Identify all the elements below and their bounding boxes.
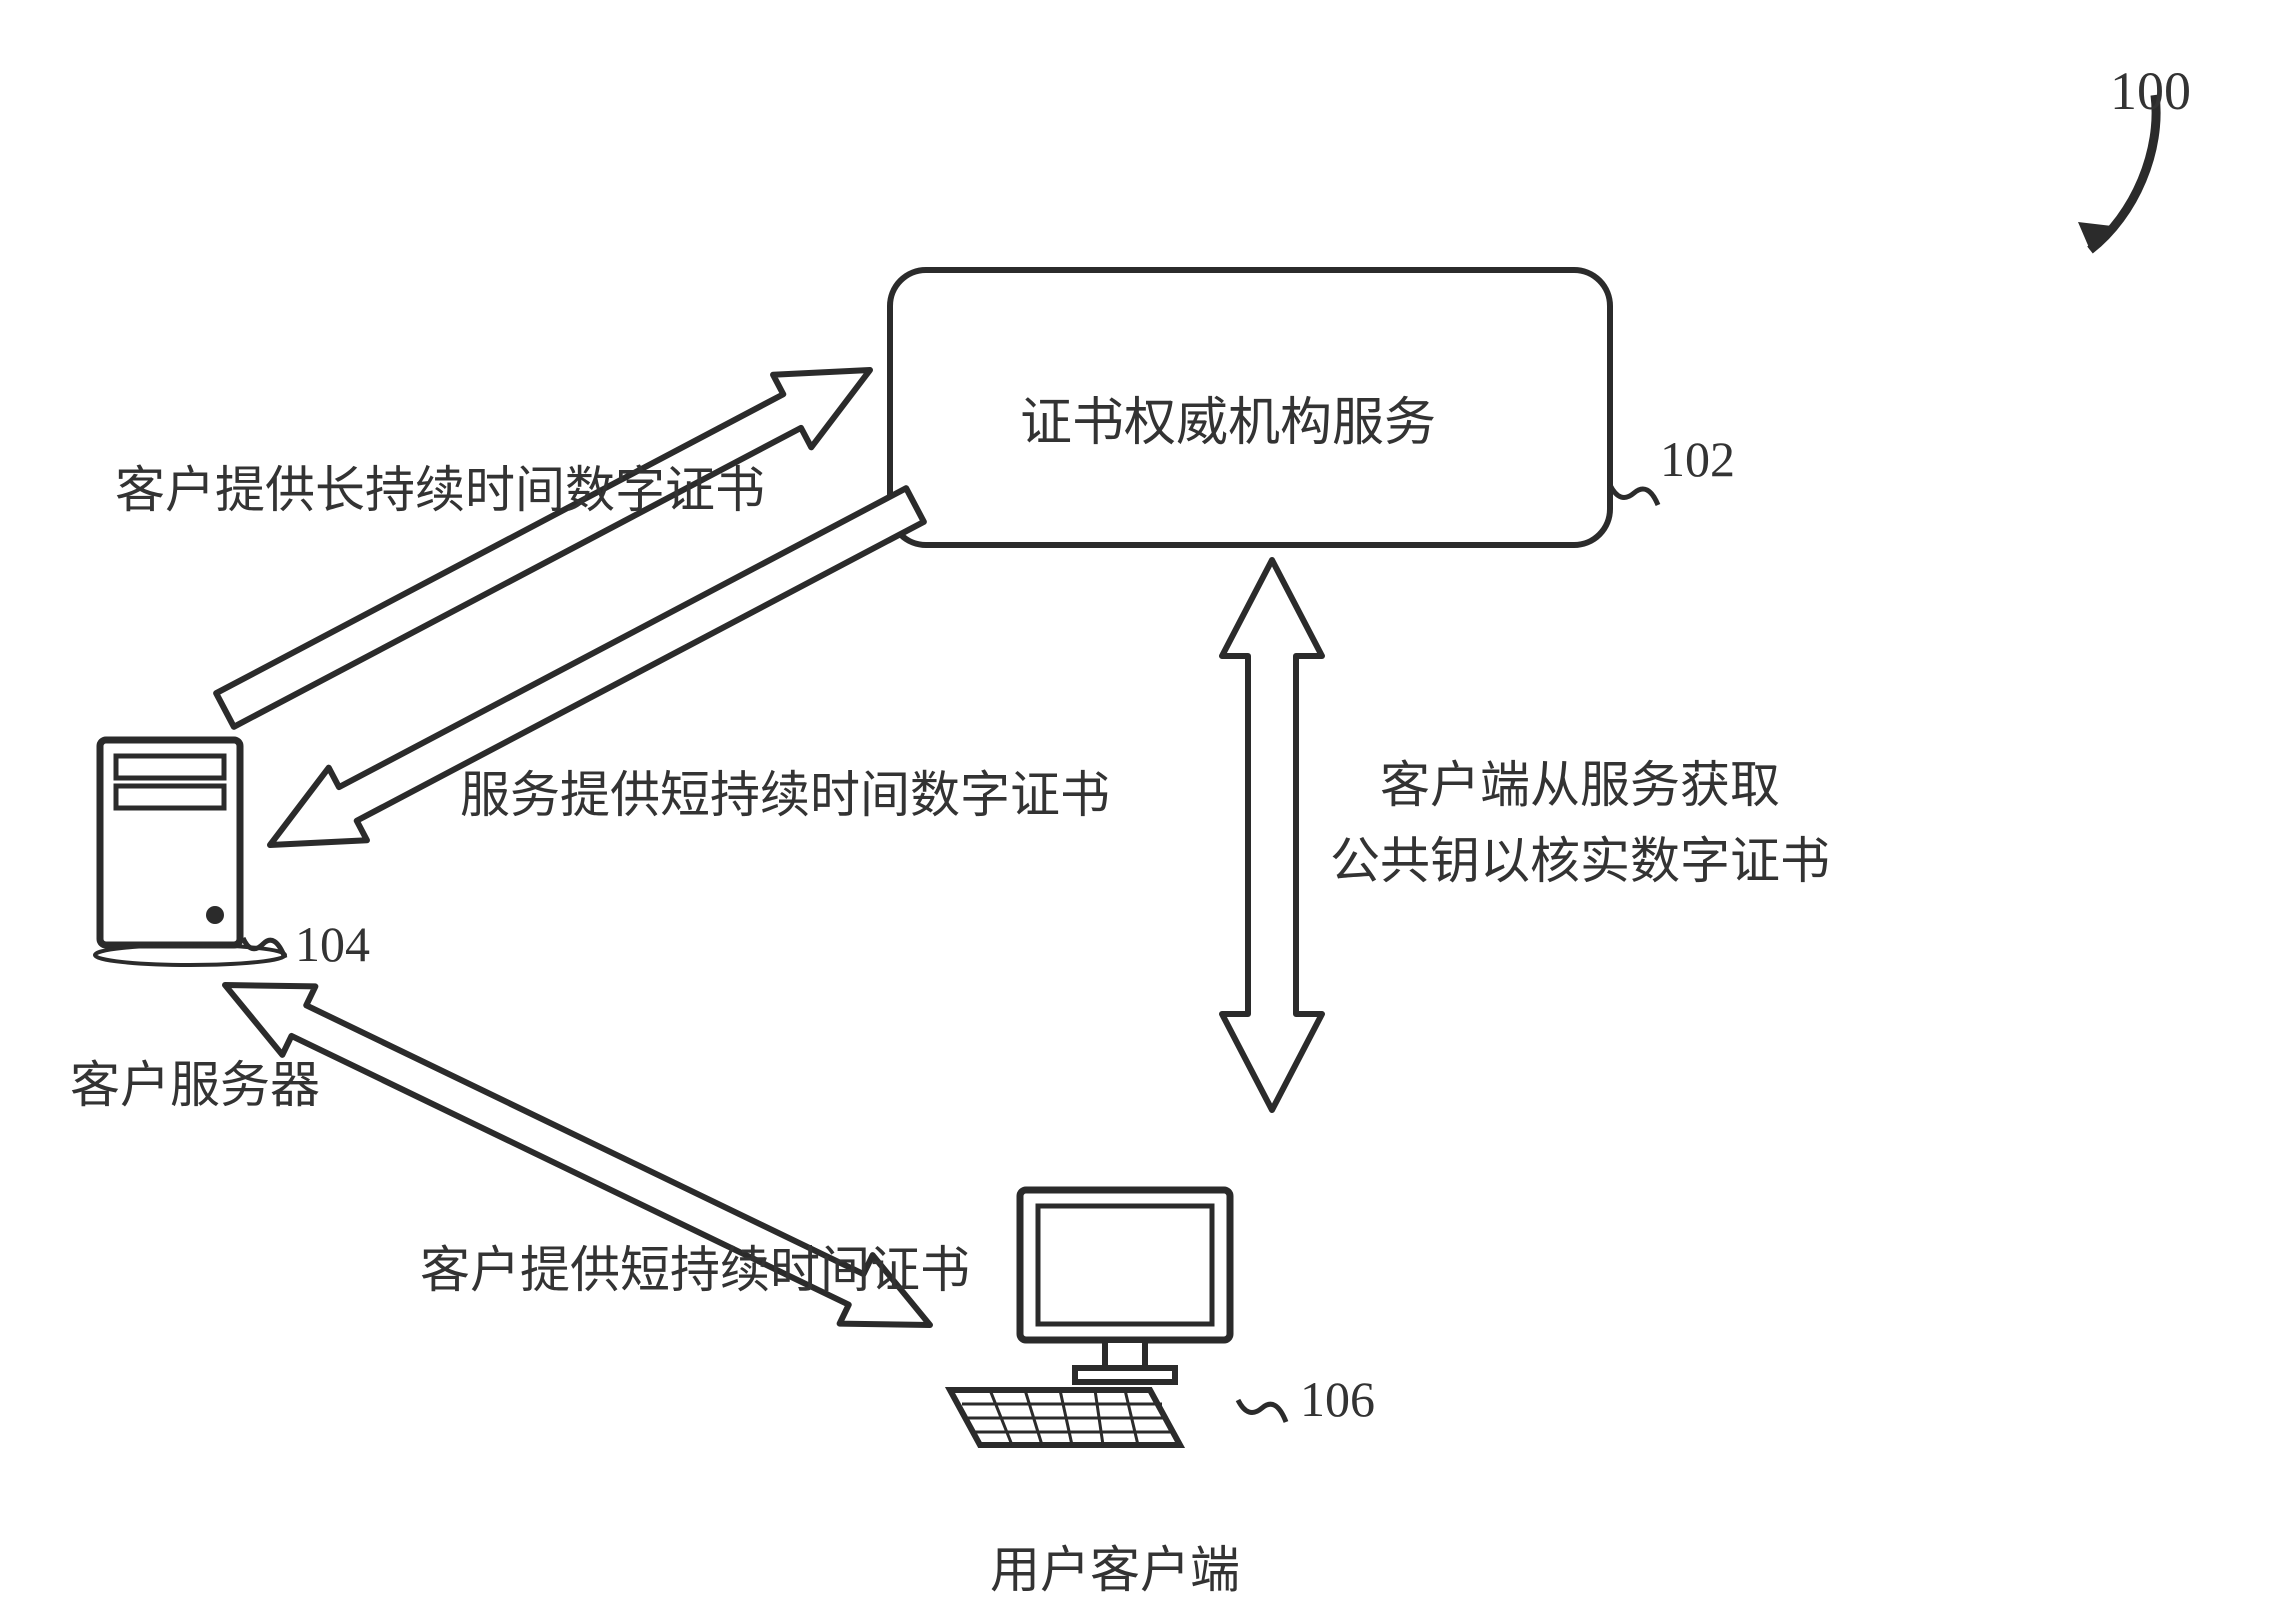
user-client-caption: 用户客户端: [990, 1530, 1240, 1602]
customer-server-ref: 104: [295, 915, 370, 973]
customer-server-icon: [95, 740, 285, 965]
edge-label-ca-client-l1: 客户端从服务获取: [1380, 745, 1780, 817]
ref-lead-106: [1238, 1400, 1286, 1422]
figure-ref-100: 100: [2110, 60, 2191, 122]
edge-label-ca-client-l2: 公共钥以核实数字证书: [1330, 821, 1830, 893]
edge-label-cust-to-ca: 客户提供长持续时间数字证书: [115, 450, 765, 522]
arrow-cust-to-ca: [216, 370, 870, 727]
user-client-icon: [950, 1190, 1230, 1445]
ref-lead-102: [1610, 485, 1658, 505]
arrow-ca-client-double: [1222, 560, 1322, 1110]
ca-service-ref: 102: [1660, 430, 1735, 488]
diagram-canvas: [0, 0, 2269, 1582]
edge-label-ca-to-cust: 服务提供短持续时间数字证书: [460, 755, 1110, 827]
user-client-ref: 106: [1300, 1370, 1375, 1428]
customer-server-caption: 客户服务器: [70, 1045, 320, 1117]
ca-service-label: 证书权威机构服务: [1020, 380, 1436, 455]
edge-label-cust-client: 客户提供短持续时间证书: [420, 1230, 970, 1302]
